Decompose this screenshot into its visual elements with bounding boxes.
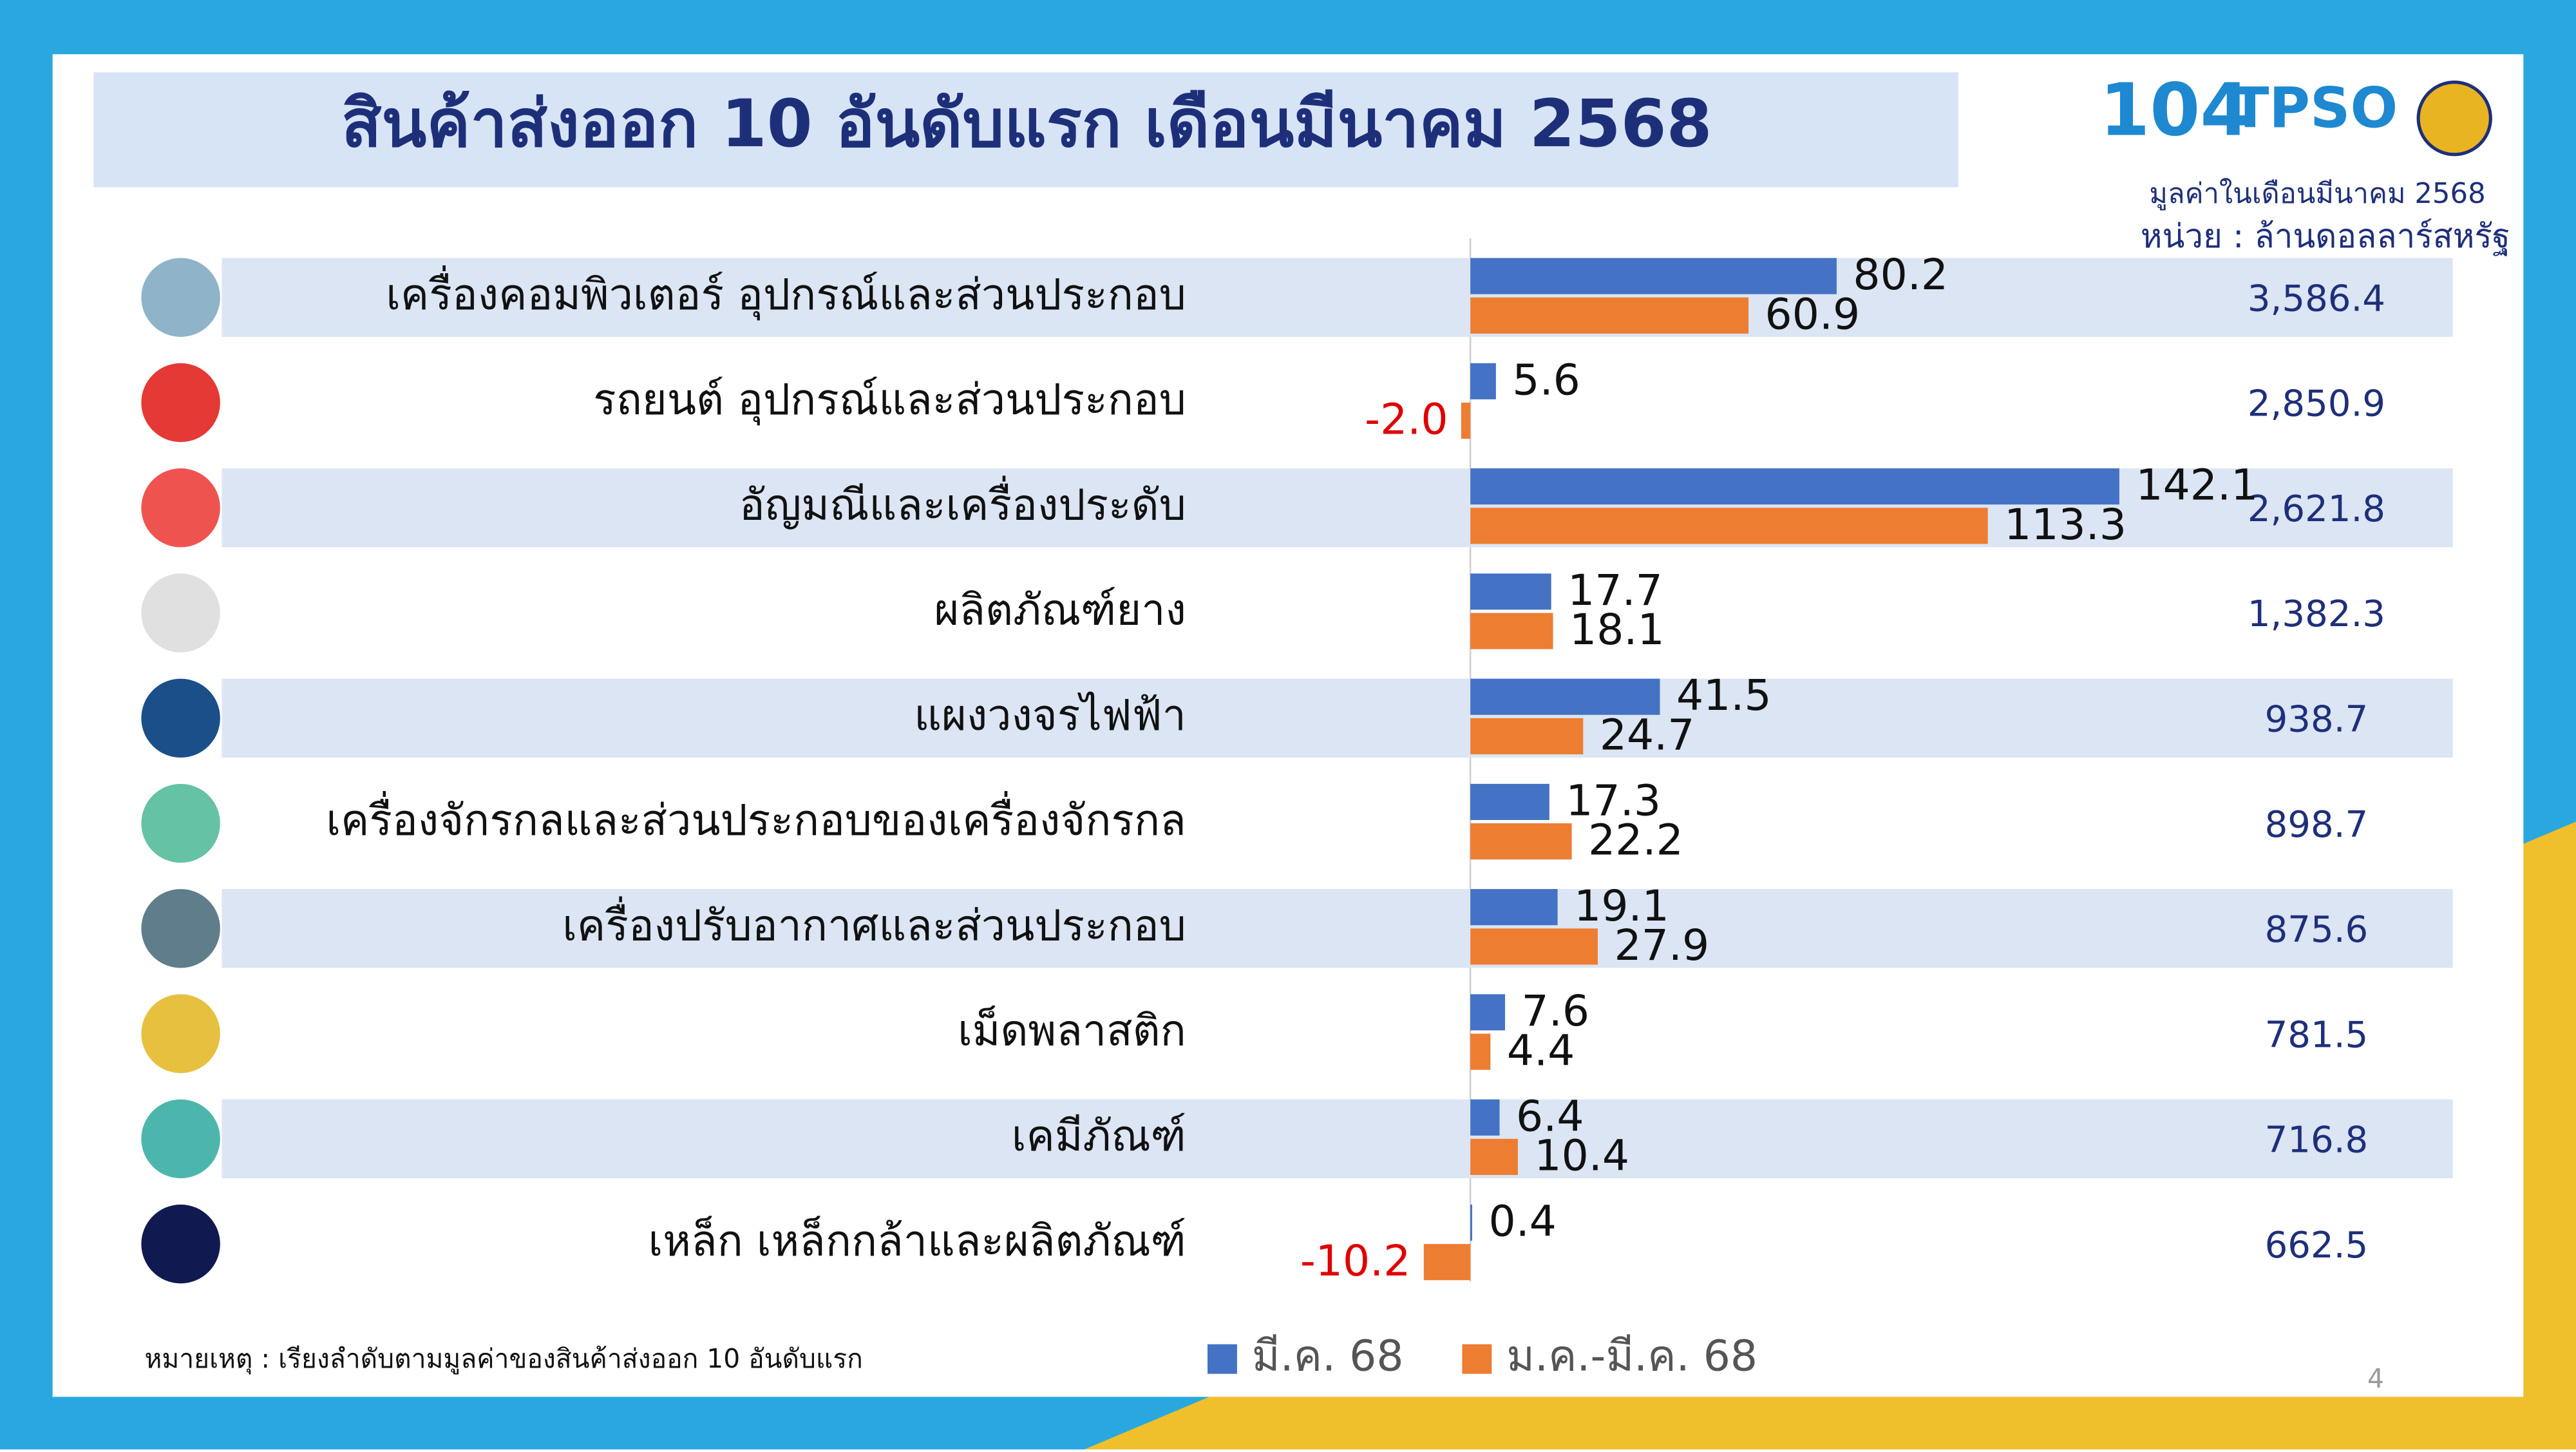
bar [1470, 678, 1660, 715]
data-label: 7.6 [1522, 986, 1589, 1036]
bar [1470, 363, 1496, 399]
row-icon [141, 889, 220, 968]
row-icon [141, 363, 220, 443]
data-label: 18.1 [1569, 604, 1665, 654]
bar [1470, 468, 2119, 505]
row-icon [141, 468, 220, 548]
chart-title: สินค้าส่งออก 10 อันดับแรก เดือนมีนาคม 25… [341, 86, 1712, 162]
bar [1470, 573, 1551, 610]
row-icon [141, 1099, 220, 1179]
data-label: 24.7 [1600, 709, 1695, 759]
row-band [222, 258, 2453, 337]
value-column: 662.5 [2265, 1225, 2369, 1266]
value-column: 716.8 [2265, 1120, 2369, 1161]
legend-swatch [1462, 1344, 1492, 1374]
data-label: -10.2 [1300, 1236, 1411, 1286]
page-number: 4 [2367, 1363, 2384, 1394]
data-label: 4.4 [1507, 1025, 1575, 1075]
data-label: 113.3 [2004, 499, 2126, 549]
data-label: 10.4 [1534, 1131, 1629, 1181]
logo-number: 104 [2099, 68, 2250, 152]
bar [1470, 1033, 1491, 1070]
row-icon [141, 678, 220, 758]
data-label: 41.5 [1676, 670, 1772, 720]
category-label: เหล็ก เหล็กกล้าและผลิตภัณฑ์ [649, 1216, 1186, 1266]
row-band [222, 889, 2453, 968]
logo: TPSO [2231, 75, 2398, 140]
value-column: 2,850.9 [2248, 383, 2385, 425]
bar [1470, 994, 1506, 1031]
data-label: 6.4 [1516, 1091, 1584, 1141]
data-label: 5.6 [1512, 354, 1580, 405]
value-column: 875.6 [2265, 909, 2369, 951]
data-label: 17.7 [1567, 565, 1663, 615]
subtitle: มูลค่าในเดือนมีนาคม 2568 [2149, 177, 2485, 211]
value-column: 3,586.4 [2248, 278, 2385, 320]
bar [1470, 718, 1584, 754]
category-label: เคมีภัณฑ์ [1012, 1111, 1186, 1161]
unit: หน่วย : ล้านดอลลาร์สหรัฐ [2141, 218, 2510, 256]
row-band [222, 1099, 2453, 1179]
data-label: 27.9 [1615, 920, 1710, 970]
bar [1470, 508, 1988, 544]
category-label: แผงวงจรไฟฟ้า [914, 690, 1186, 740]
bar [1470, 1204, 1472, 1241]
row-icon [141, 258, 220, 337]
data-label: 17.3 [1566, 776, 1661, 826]
row-icon [141, 783, 220, 863]
category-label: ผลิตภัณฑ์ยาง [934, 585, 1186, 635]
legend-label: มี.ค. 68 [1252, 1331, 1404, 1381]
data-label: 22.2 [1588, 815, 1683, 865]
bar [1470, 889, 1558, 926]
data-label: 0.4 [1489, 1196, 1557, 1247]
value-column: 938.7 [2265, 699, 2369, 741]
data-label: -2.0 [1365, 394, 1448, 444]
value-column: 898.7 [2265, 804, 2369, 846]
row-icon [141, 1204, 220, 1284]
bar [1470, 823, 1572, 860]
bar [1470, 928, 1598, 965]
category-label: อัญมณีและเครื่องประดับ [739, 475, 1186, 530]
value-column: 1,382.3 [2248, 593, 2385, 635]
data-label: 60.9 [1765, 289, 1861, 339]
row-icon [141, 994, 220, 1073]
bar [1470, 258, 1837, 294]
note: หมายเหตุ : เรียงลำดับตามมูลค่าของสินค้าส… [144, 1343, 862, 1375]
category-label: เครื่องปรับอากาศและส่วนประกอบ [562, 895, 1186, 950]
data-label: 80.2 [1853, 249, 1948, 300]
value-column: 2,621.8 [2248, 488, 2385, 530]
value-column: 781.5 [2265, 1014, 2369, 1056]
bar [1470, 1099, 1500, 1136]
row-band [222, 678, 2453, 758]
category-label: เครื่องคอมพิวเตอร์ อุปกรณ์และส่วนประกอบ [386, 265, 1186, 321]
row-icon [141, 573, 220, 653]
bar [1470, 613, 1553, 649]
legend-swatch [1208, 1344, 1237, 1374]
seal [2416, 80, 2492, 157]
bar [1470, 297, 1749, 334]
bar [1461, 403, 1471, 439]
bar [1470, 1138, 1518, 1175]
category-label: เครื่องจักรกลและส่วนประกอบของเครื่องจักร… [326, 790, 1186, 845]
data-label: 142.1 [2136, 460, 2258, 510]
data-label: 19.1 [1574, 881, 1669, 931]
bar [1423, 1244, 1471, 1281]
title-box [93, 72, 1958, 187]
bar [1470, 783, 1549, 820]
category-label: รถยนต์ อุปกรณ์และส่วนประกอบ [593, 374, 1186, 426]
category-label: เม็ดพลาสติก [958, 1006, 1186, 1056]
legend-label: ม.ค.-มี.ค. 68 [1506, 1331, 1757, 1381]
